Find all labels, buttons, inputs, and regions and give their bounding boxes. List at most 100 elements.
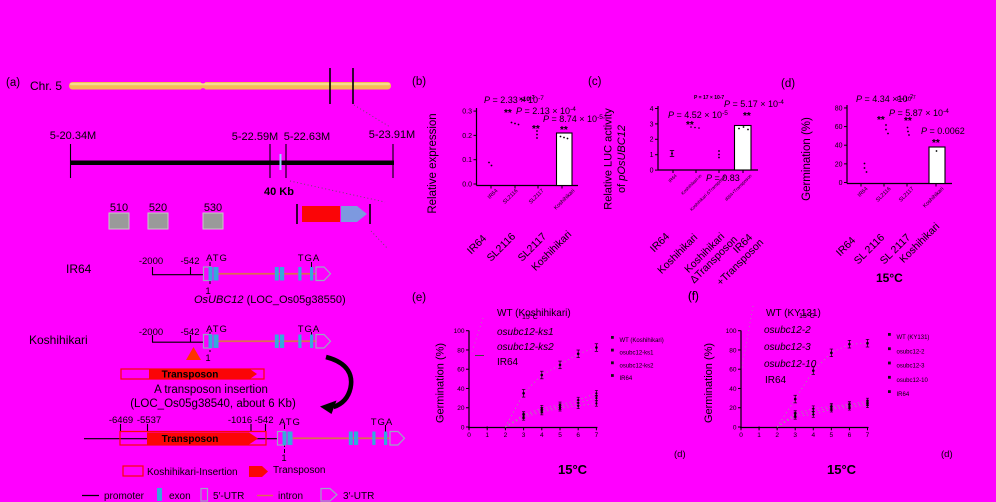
svg-text:P = 0.0062: P = 0.0062 xyxy=(921,126,965,136)
svg-text:Relative LUC activity: Relative LUC activity xyxy=(603,108,615,210)
svg-text:P = 17 × 10-7: P = 17 × 10-7 xyxy=(694,95,724,101)
svg-text:7: 7 xyxy=(595,432,599,439)
svg-text:WT (Koshihikari): WT (Koshihikari) xyxy=(497,308,571,319)
svg-text:510: 510 xyxy=(110,202,128,214)
svg-text:40: 40 xyxy=(457,386,465,393)
svg-text:1: 1 xyxy=(281,453,286,464)
svg-text:osubc12-ks1: osubc12-ks1 xyxy=(497,327,554,338)
svg-text:5-22.63M: 5-22.63M xyxy=(284,131,330,143)
svg-text:-1016: -1016 xyxy=(228,415,252,426)
svg-text:Transposon: Transposon xyxy=(162,370,219,381)
svg-text:(e): (e) xyxy=(412,292,426,304)
svg-text:-542: -542 xyxy=(180,327,199,338)
svg-text:Germination (%): Germination (%) xyxy=(703,343,715,423)
svg-text:TGA: TGA xyxy=(371,417,394,428)
svg-text:ATG: ATG xyxy=(279,417,301,428)
svg-text:40: 40 xyxy=(835,143,843,150)
svg-text:-2000: -2000 xyxy=(139,256,163,267)
svg-text:1: 1 xyxy=(757,432,761,439)
svg-text:**: ** xyxy=(932,138,940,149)
svg-text:6: 6 xyxy=(848,432,852,439)
svg-text:15°C: 15°C xyxy=(522,313,538,321)
svg-text:(d): (d) xyxy=(941,449,953,460)
svg-text:(b): (b) xyxy=(412,76,426,88)
svg-text:P = 5.17 × 10-4: P = 5.17 × 10-4 xyxy=(724,99,784,109)
svg-text:3: 3 xyxy=(522,432,526,439)
svg-text:40: 40 xyxy=(729,386,737,393)
svg-text:WT (KY131): WT (KY131) xyxy=(897,335,930,341)
svg-text:4: 4 xyxy=(540,432,544,439)
svg-text:1: 1 xyxy=(485,432,489,439)
svg-text:P = 2.13 × 10-4: P = 2.13 × 10-4 xyxy=(516,106,576,116)
svg-text:60: 60 xyxy=(835,124,843,131)
svg-text:5: 5 xyxy=(558,432,562,439)
svg-text:-5537: -5537 xyxy=(137,415,161,426)
svg-text:2: 2 xyxy=(504,432,508,439)
svg-text:TGA: TGA xyxy=(298,253,321,264)
svg-text:Chr. 5: Chr. 5 xyxy=(30,79,62,93)
svg-text:80: 80 xyxy=(457,347,465,354)
svg-text:osubc12-ks2: osubc12-ks2 xyxy=(497,342,554,353)
svg-text:0: 0 xyxy=(467,432,471,439)
svg-text:**: ** xyxy=(504,108,512,119)
svg-text:P=10-7: P=10-7 xyxy=(897,95,916,103)
svg-text:80: 80 xyxy=(835,105,843,112)
svg-text:TGA: TGA xyxy=(298,324,321,335)
svg-text:5-23.91M: 5-23.91M xyxy=(369,129,415,141)
svg-text:×10-7: ×10-7 xyxy=(519,95,535,103)
svg-text:ATG: ATG xyxy=(206,324,228,335)
svg-text:20: 20 xyxy=(729,405,737,412)
svg-text:60: 60 xyxy=(457,367,465,374)
svg-text:0: 0 xyxy=(739,432,743,439)
svg-text:-6469: -6469 xyxy=(109,415,133,426)
svg-text:**: ** xyxy=(743,111,751,122)
svg-text:WT (KY131): WT (KY131) xyxy=(766,308,821,319)
svg-text:(d): (d) xyxy=(781,78,795,90)
svg-text:4: 4 xyxy=(811,432,815,439)
svg-text:5′-UTR: 5′-UTR xyxy=(213,491,244,502)
svg-text:530: 530 xyxy=(204,202,222,214)
svg-text:P = 0.83: P = 0.83 xyxy=(706,173,740,183)
svg-text:0.2: 0.2 xyxy=(462,133,472,140)
svg-text:IR64: IR64 xyxy=(620,376,633,382)
svg-text:promoter: promoter xyxy=(104,491,145,502)
svg-text:P = 4.34 ×10-7: P = 4.34 ×10-7 xyxy=(856,94,914,104)
svg-text:of pOsUBC12: of pOsUBC12 xyxy=(616,125,628,193)
svg-text:0.3: 0.3 xyxy=(462,109,472,116)
svg-text:15°C: 15°C xyxy=(827,462,857,477)
svg-text:0: 0 xyxy=(839,180,843,187)
svg-text:osubc12-ks1: osubc12-ks1 xyxy=(620,351,655,357)
svg-text:-542: -542 xyxy=(254,415,273,426)
svg-text:**: ** xyxy=(560,125,568,136)
svg-text:(f): (f) xyxy=(688,291,699,303)
svg-text:-542: -542 xyxy=(180,256,199,267)
svg-text:15°C: 15°C xyxy=(799,312,815,320)
svg-text:P = 8.74 × 10-5: P = 8.74 × 10-5 xyxy=(543,114,603,124)
svg-text:3: 3 xyxy=(793,432,797,439)
svg-text:5-22.59M: 5-22.59M xyxy=(232,131,278,143)
svg-text:osubc12-2: osubc12-2 xyxy=(764,325,811,336)
svg-text:(f): (f) xyxy=(688,291,699,303)
svg-text:osubc12-10: osubc12-10 xyxy=(764,359,817,370)
svg-text:15°C: 15°C xyxy=(876,271,903,285)
svg-text:WT (Koshihikari): WT (Koshihikari) xyxy=(620,338,664,344)
svg-text:40 Kb: 40 Kb xyxy=(264,186,294,198)
svg-text:Transposon: Transposon xyxy=(273,465,325,476)
svg-text:20: 20 xyxy=(457,405,465,412)
svg-text:**: ** xyxy=(904,116,912,127)
svg-text:Germination (%): Germination (%) xyxy=(801,117,813,201)
svg-text:0.0: 0.0 xyxy=(462,181,472,188)
svg-text:OsUBC12 (LOC_Os05g38550): OsUBC12 (LOC_Os05g38550) xyxy=(194,294,346,306)
svg-text:60: 60 xyxy=(729,367,737,374)
svg-text:P = 5.87 × 10-4: P = 5.87 × 10-4 xyxy=(889,108,949,118)
svg-text:100: 100 xyxy=(454,328,465,335)
svg-text:IR64: IR64 xyxy=(667,173,678,184)
svg-text:osubc12-3: osubc12-3 xyxy=(764,342,811,353)
svg-text:P = 2.33 × 10-7: P = 2.33 × 10-7 xyxy=(484,95,544,105)
svg-text:1: 1 xyxy=(205,286,210,297)
svg-text:0: 0 xyxy=(461,424,465,431)
svg-text:100: 100 xyxy=(726,328,737,335)
svg-text:**: ** xyxy=(532,124,540,135)
svg-text:osubc12-ks2: osubc12-ks2 xyxy=(620,363,655,369)
svg-text:2: 2 xyxy=(650,137,654,144)
